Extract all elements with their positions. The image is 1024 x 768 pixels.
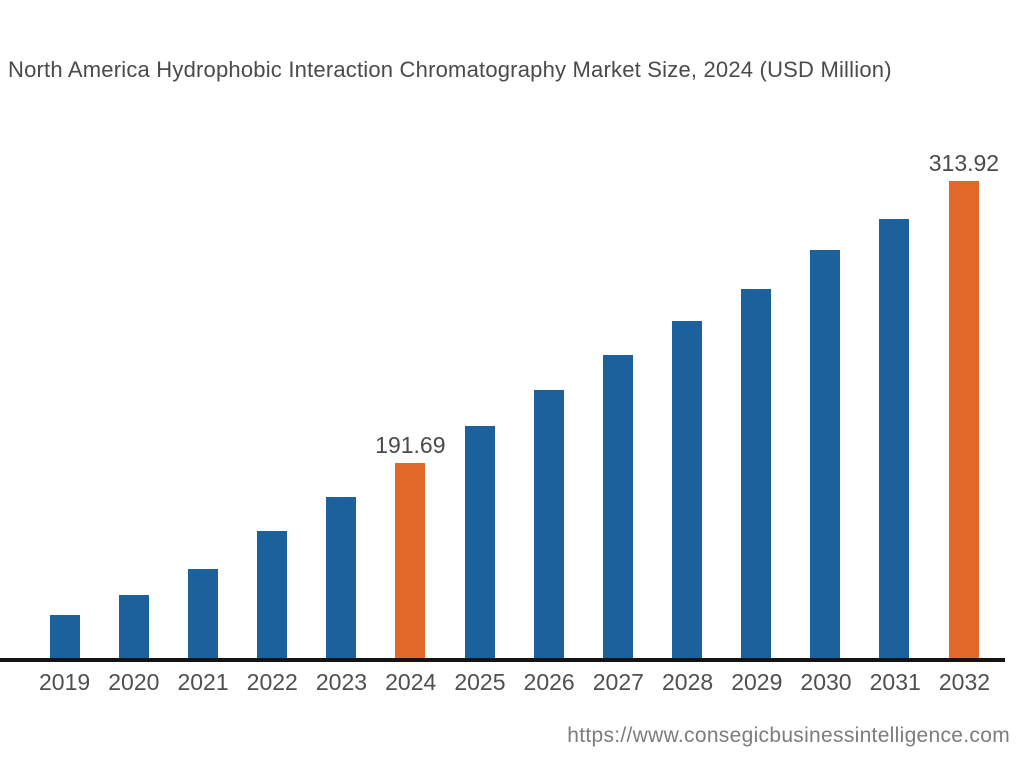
bar-column-2023	[306, 497, 375, 658]
bar-2025	[465, 426, 496, 658]
x-tick-2020: 2020	[108, 669, 160, 695]
bar-2030	[810, 250, 841, 658]
x-axis-tick-labels: 2019 2020 2021 2022 2023 2024 2025 2026 2027 2028…	[30, 669, 999, 696]
x-tick-2019: 2019	[39, 669, 91, 695]
bar-2021	[187, 569, 218, 658]
bar-2022	[256, 531, 287, 658]
bar-2028	[672, 321, 703, 658]
bar-column-2021	[168, 569, 237, 658]
x-tick-2030: 2030	[800, 669, 852, 695]
x-tick-2025: 2025	[454, 669, 506, 695]
bar-2023	[325, 497, 356, 658]
bar-2024	[395, 463, 426, 658]
x-tick-2029: 2029	[731, 669, 783, 695]
bar-column-2027	[584, 355, 653, 658]
bar-value-label-2024: 191.69	[375, 432, 446, 458]
x-tick-2023: 2023	[315, 669, 368, 695]
bar-column-2029	[722, 289, 791, 658]
bar-2026	[534, 390, 565, 658]
x-tick-2021: 2021	[177, 669, 229, 695]
bar-column-2020	[99, 595, 168, 658]
bar-column-2030	[791, 250, 860, 658]
x-tick-2032: 2032	[938, 669, 991, 695]
plot-area: 191.69 313.92	[30, 140, 999, 658]
bar-column-2024: 191.69	[375, 432, 446, 658]
bar-column-2026	[515, 390, 584, 658]
bar-2031	[879, 219, 910, 658]
bar-2032	[948, 181, 979, 658]
source-url-link[interactable]: https://www.consegicbusinessintelligence…	[567, 724, 1010, 747]
bar-2027	[603, 355, 634, 658]
x-tick-2031: 2031	[869, 669, 921, 695]
bar-column-2019	[30, 615, 99, 658]
bar-column-2031	[860, 219, 929, 658]
bar-2019	[49, 615, 80, 658]
x-tick-2027: 2027	[592, 669, 644, 695]
x-tick-2022: 2022	[246, 669, 298, 695]
bar-2020	[118, 595, 149, 658]
x-tick-2026: 2026	[523, 669, 575, 695]
x-tick-2028: 2028	[661, 669, 714, 695]
chart-title: North America Hydrophobic Interaction Ch…	[8, 57, 892, 82]
x-tick-2024: 2024	[385, 669, 437, 695]
bar-column-2025	[446, 426, 515, 658]
bar-column-2028	[653, 321, 722, 658]
bar-column-2022	[237, 531, 306, 658]
bar-column-2032: 313.92	[929, 152, 999, 658]
bar-2029	[741, 289, 772, 658]
bar-value-label-2032: 313.92	[928, 150, 1000, 176]
x-axis-line	[0, 658, 1005, 662]
